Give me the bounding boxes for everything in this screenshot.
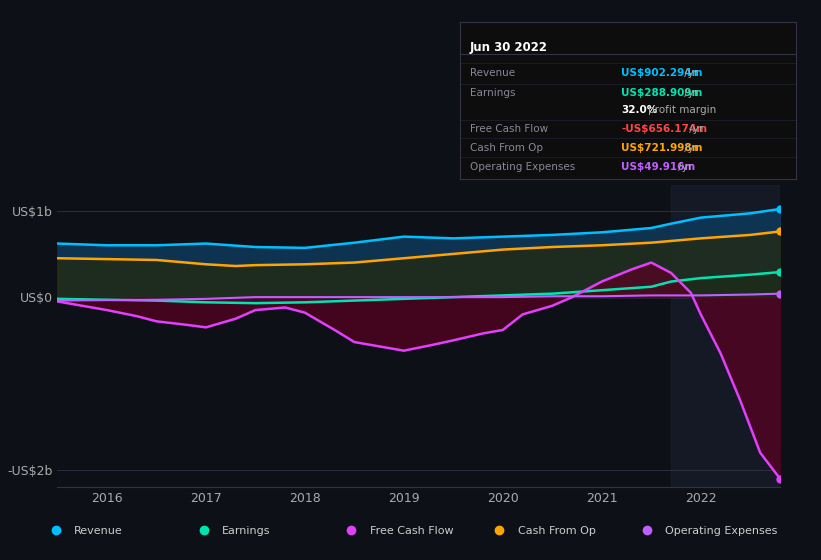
Text: Cash From Op: Cash From Op: [518, 526, 595, 536]
Text: Jun 30 2022: Jun 30 2022: [470, 41, 548, 54]
Text: /yr: /yr: [681, 68, 698, 78]
Text: Revenue: Revenue: [470, 68, 515, 78]
Text: Free Cash Flow: Free Cash Flow: [470, 124, 548, 134]
Text: Free Cash Flow: Free Cash Flow: [370, 526, 453, 536]
Text: /yr: /yr: [681, 88, 698, 98]
Text: Cash From Op: Cash From Op: [470, 143, 543, 153]
Text: /yr: /yr: [681, 143, 698, 153]
Text: 32.0%: 32.0%: [621, 105, 658, 115]
Text: /yr: /yr: [686, 124, 704, 134]
Text: Operating Expenses: Operating Expenses: [666, 526, 777, 536]
Text: US$902.294m: US$902.294m: [621, 68, 703, 78]
Text: US$49.916m: US$49.916m: [621, 162, 695, 172]
Text: profit margin: profit margin: [649, 105, 717, 115]
Text: US$721.998m: US$721.998m: [621, 143, 703, 153]
Text: Revenue: Revenue: [75, 526, 123, 536]
Text: Earnings: Earnings: [470, 88, 516, 98]
Text: Operating Expenses: Operating Expenses: [470, 162, 575, 172]
Bar: [671, 185, 780, 487]
Text: US$288.909m: US$288.909m: [621, 88, 703, 98]
Text: /yr: /yr: [675, 162, 692, 172]
Text: Earnings: Earnings: [222, 526, 271, 536]
Text: -US$656.174m: -US$656.174m: [621, 124, 708, 134]
